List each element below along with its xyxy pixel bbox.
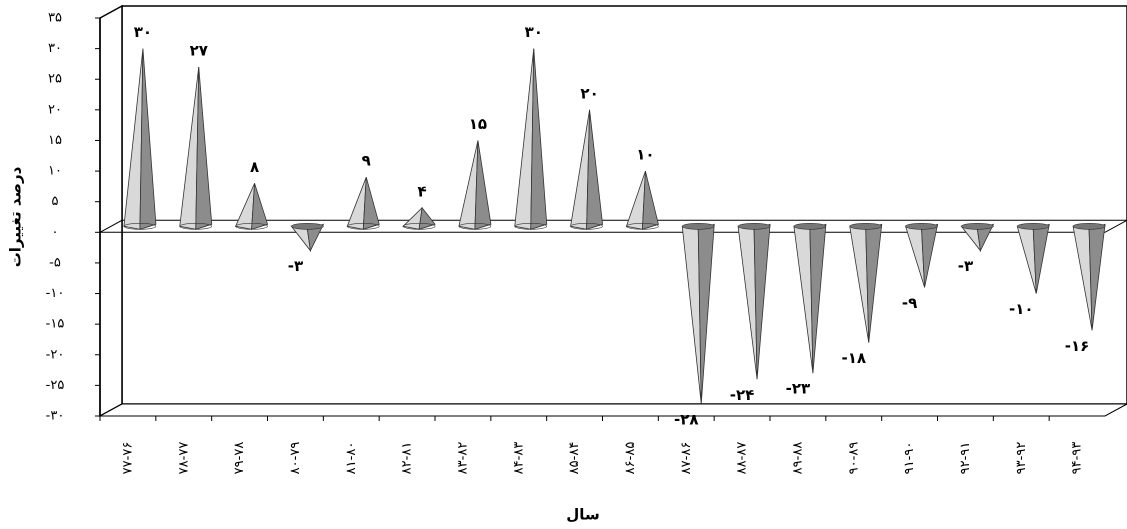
cone-shade <box>530 48 548 230</box>
x-tick-label: ۹۲-۹۱ <box>958 442 973 475</box>
cone-base <box>1072 223 1106 230</box>
value-label: ۸ <box>250 158 259 176</box>
x-tick-label: ۸۷-۸۶ <box>679 442 694 475</box>
cone-shade <box>474 140 492 230</box>
cone-shade <box>195 66 213 230</box>
x-tick-label: ۸۴-۸۳ <box>511 442 526 475</box>
cone-shade <box>362 177 380 230</box>
cone-base <box>402 223 436 230</box>
cone-base <box>570 223 603 230</box>
y-tick-label: ۰ <box>52 225 59 240</box>
x-tick-label: ۷۷-۷۶ <box>120 442 135 475</box>
cone-base <box>123 223 157 230</box>
cone-base <box>681 223 715 230</box>
y-tick-label: ۱۰ <box>48 164 62 179</box>
cone-base <box>514 223 548 230</box>
value-label: ۲۰ <box>580 84 598 102</box>
x-tick-label: ۷۸-۷۷ <box>176 442 191 475</box>
value-label: -۱۰ <box>1009 300 1034 318</box>
x-tick-label: ۷۹-۷۸ <box>232 442 247 475</box>
y-tick-label: -۵ <box>49 255 61 270</box>
cone-base <box>179 223 213 230</box>
cone-shade <box>251 183 269 230</box>
value-label: -۱۸ <box>841 349 866 367</box>
x-tick-label: ۹۱-۹۰ <box>902 442 917 475</box>
y-tick-label: ۲۵ <box>48 72 62 87</box>
value-label: ۳۰ <box>134 23 152 41</box>
zero-plane <box>99 219 1127 233</box>
cone-base <box>626 223 659 230</box>
side-wall <box>99 4 123 418</box>
cone-shade <box>641 170 659 230</box>
cone-base <box>291 223 324 230</box>
x-tick-label: ۹۳-۹۲ <box>1014 442 1029 475</box>
cone-base <box>346 223 380 230</box>
x-tick-label: ۸۸-۸۷ <box>735 442 750 475</box>
value-label: -۱۶ <box>1065 337 1090 355</box>
y-tick-label: ۲۰ <box>48 102 62 117</box>
cone-base <box>961 223 994 230</box>
cone-base <box>1016 223 1050 230</box>
x-tick-label: ۸۲-۸۱ <box>400 442 415 475</box>
value-label: ۹ <box>362 152 371 170</box>
value-label: -۹ <box>902 294 917 312</box>
x-tick-label: ۸۶-۸۵ <box>623 442 638 475</box>
y-tick-label: -۲۰ <box>46 347 65 362</box>
x-tick-label: ۸۰-۷۹ <box>288 442 303 475</box>
cone-base <box>849 223 883 230</box>
cone-base <box>235 223 268 230</box>
x-tick-label: ۸۳-۸۲ <box>455 442 470 475</box>
x-tick-label: ۸۱-۸۰ <box>344 442 359 475</box>
value-label: ۲۷ <box>190 41 208 59</box>
y-tick-label: -۲۵ <box>46 378 65 393</box>
x-tick-label: ۹۴-۹۳ <box>1070 442 1085 475</box>
cone-base <box>458 223 492 230</box>
value-label: ۱۰ <box>636 146 654 164</box>
floor <box>99 403 1127 417</box>
value-label: -۲۴ <box>730 386 755 404</box>
y-tick-label: -۳۰ <box>46 409 65 424</box>
y-tick-label: -۱۰ <box>46 286 65 301</box>
y-tick-label: -۱۵ <box>46 317 65 332</box>
value-label: ۱۵ <box>469 115 487 133</box>
y-tick-label: ۳۰ <box>48 41 62 56</box>
value-label: -۲۸ <box>674 410 699 428</box>
x-tick-label: ۸۹-۸۸ <box>790 442 805 475</box>
y-axis-title: درصد تغییرات <box>7 166 25 267</box>
y-tick-label: ۳۵ <box>48 11 62 26</box>
x-axis-title: سال <box>566 506 599 524</box>
cone-shade <box>139 48 157 230</box>
x-tick-label: ۸۵-۸۴ <box>567 442 582 475</box>
x-tick-label: ۹۰-۸۹ <box>846 442 861 475</box>
cone-shade <box>586 109 604 230</box>
value-label: -۳ <box>288 257 303 275</box>
y-tick-label: ۵ <box>52 194 59 209</box>
back-wall <box>121 5 1127 405</box>
cone-base <box>905 223 938 230</box>
value-label: -۳ <box>958 257 973 275</box>
value-label: ۴ <box>418 182 427 200</box>
cone-base <box>793 223 827 230</box>
value-label: -۲۳ <box>786 380 811 398</box>
y-tick-label: ۱۵ <box>48 133 62 148</box>
value-label: ۳۰ <box>525 23 543 41</box>
cone-base <box>737 223 771 230</box>
